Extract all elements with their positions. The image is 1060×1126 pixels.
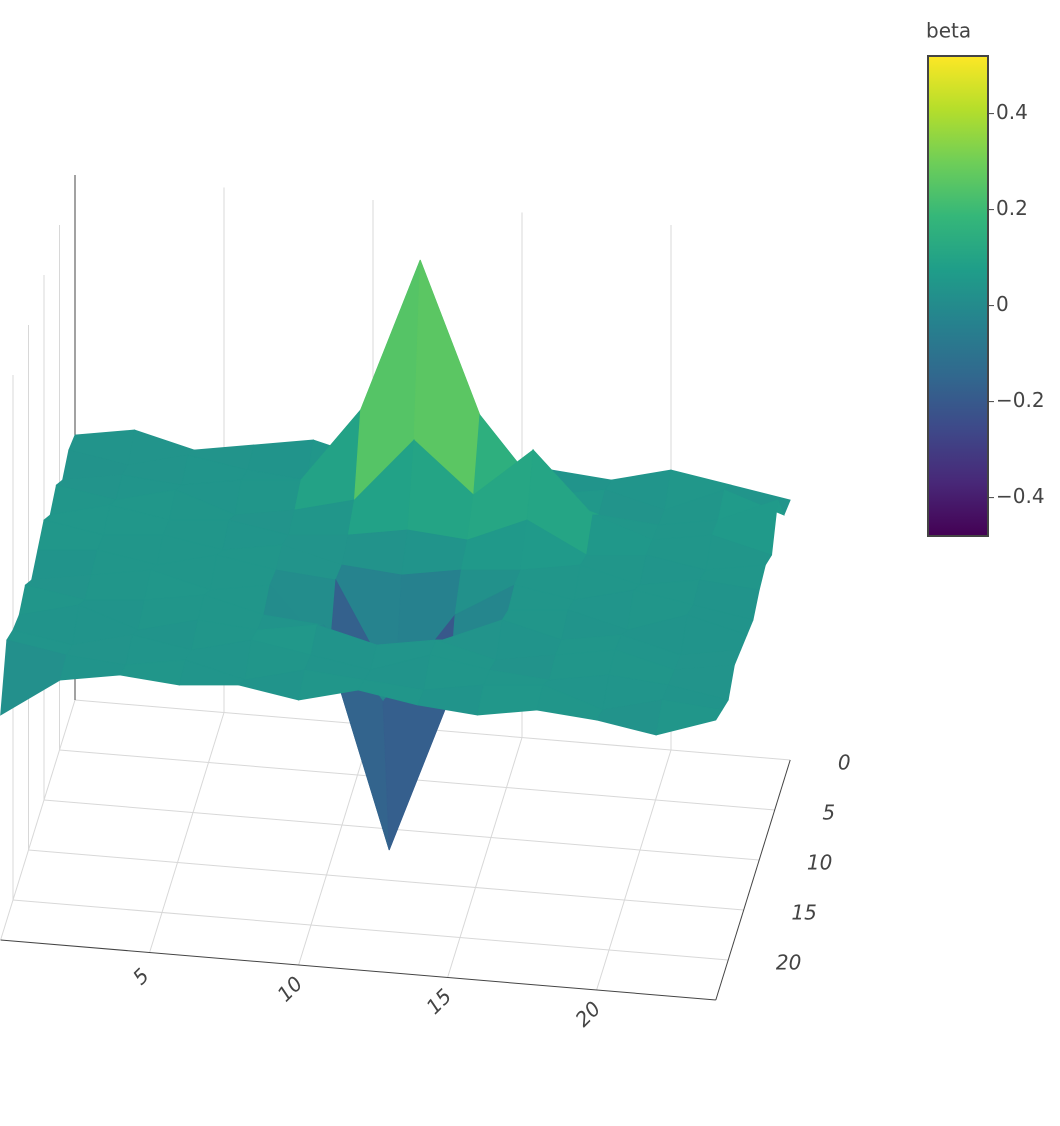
x-tick-label: 0 bbox=[0, 951, 5, 977]
axis-line bbox=[715, 759, 791, 1001]
surface-patch bbox=[655, 699, 723, 736]
colorbar-tick-label: −0.4 bbox=[996, 484, 1045, 508]
x-tick-label: 5 bbox=[128, 963, 154, 989]
x-tick-label: 15 bbox=[421, 984, 456, 1019]
grid-line bbox=[28, 849, 744, 911]
colorbar-tick-label: 0 bbox=[996, 292, 1009, 316]
colorbar: beta −0.4 −0.2 0 0.2 0.4 bbox=[926, 19, 1045, 537]
surface-patch bbox=[234, 479, 302, 516]
y-tick-label: 15 bbox=[791, 901, 816, 925]
colorbar-title: beta bbox=[926, 19, 971, 43]
y-tick-label: 5 bbox=[822, 801, 835, 825]
surface-patch bbox=[84, 569, 152, 601]
x-tick-label: 10 bbox=[272, 971, 307, 1006]
colorbar-tick-label: −0.2 bbox=[996, 388, 1045, 412]
y-tick-label: 10 bbox=[807, 851, 832, 875]
surface bbox=[0, 259, 791, 851]
grid-line bbox=[43, 799, 760, 861]
colorbar-tick-label: 0.4 bbox=[996, 100, 1028, 124]
y-tick-label: 0 bbox=[838, 751, 851, 775]
y-tick-label: 20 bbox=[776, 951, 801, 975]
surface-patch bbox=[476, 684, 544, 716]
x-tick-label: 20 bbox=[570, 996, 605, 1031]
colorbar-tick-label: 0.2 bbox=[996, 196, 1028, 220]
grid-line bbox=[12, 899, 729, 961]
axes: 0 5 10 15 20 0 5 10 15 20 bbox=[0, 751, 851, 1032]
colorbar-scale bbox=[927, 55, 989, 537]
axis-line bbox=[0, 939, 716, 1001]
